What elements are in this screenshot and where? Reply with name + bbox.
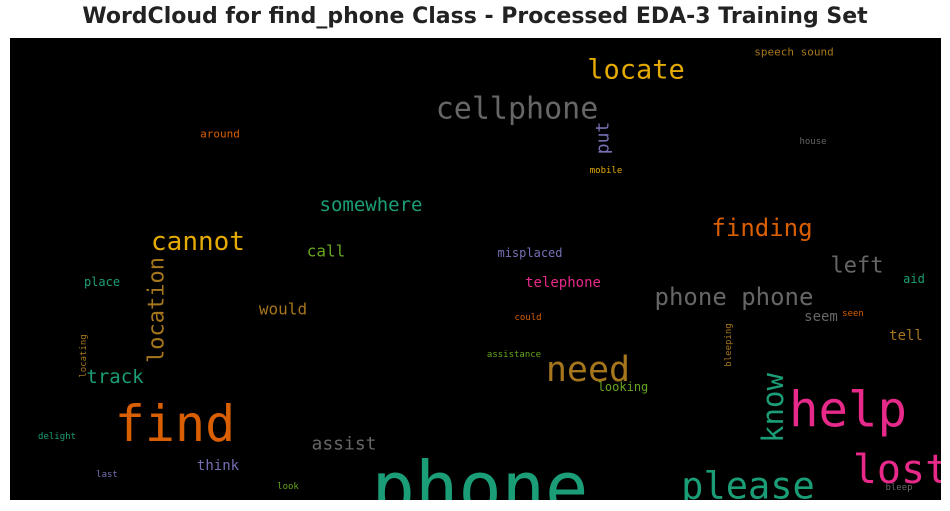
word-mobile: mobile: [590, 166, 623, 176]
word-seem: seem: [804, 309, 838, 325]
word-lost: lost: [853, 447, 941, 493]
word-help: help: [789, 382, 907, 439]
word-need: need: [546, 350, 630, 390]
word-locate: locate: [587, 55, 685, 86]
word-house: house: [799, 137, 826, 147]
wordcloud-canvas: phone find help lost please need cellphone know…: [10, 38, 941, 500]
word-looking: looking: [598, 380, 649, 394]
word-know: know: [756, 373, 790, 443]
word-could: could: [514, 313, 541, 323]
word-assist: assist: [311, 434, 376, 455]
word-place: place: [84, 275, 120, 289]
word-bleep: bleep: [885, 483, 912, 493]
word-speech-sound: speech sound: [754, 46, 833, 59]
word-track: track: [86, 366, 144, 388]
word-left: left: [831, 254, 884, 279]
wordcloud-svg: phone find help lost please need cellphone know…: [38, 46, 941, 501]
word-think: think: [197, 458, 240, 474]
word-phone-phone: phone phone: [655, 283, 814, 311]
word-tell: tell: [889, 328, 923, 344]
word-phone: phone: [372, 446, 589, 500]
word-locating: locating: [79, 334, 89, 377]
word-cellphone: cellphone: [436, 92, 599, 127]
word-look: look: [277, 482, 299, 492]
word-cannot: cannot: [151, 227, 245, 257]
word-aid: aid: [903, 272, 925, 286]
word-somewhere: somewhere: [320, 194, 423, 216]
word-around: around: [200, 128, 240, 141]
word-assistance: assistance: [487, 350, 541, 360]
word-finding: finding: [711, 214, 812, 242]
word-last: last: [96, 470, 118, 480]
word-put: put: [593, 122, 614, 155]
word-please: please: [681, 465, 815, 501]
chart-title: WordCloud for find_phone Class - Process…: [82, 4, 868, 29]
word-bleeping: bleeping: [724, 323, 734, 366]
word-would: would: [259, 300, 307, 319]
word-misplaced: misplaced: [497, 246, 562, 260]
word-find: find: [115, 395, 235, 453]
word-call: call: [307, 242, 346, 261]
word-telephone: telephone: [525, 275, 601, 291]
word-delight: delight: [38, 432, 76, 442]
word-location: location: [145, 257, 170, 363]
word-seen: seen: [842, 309, 864, 319]
